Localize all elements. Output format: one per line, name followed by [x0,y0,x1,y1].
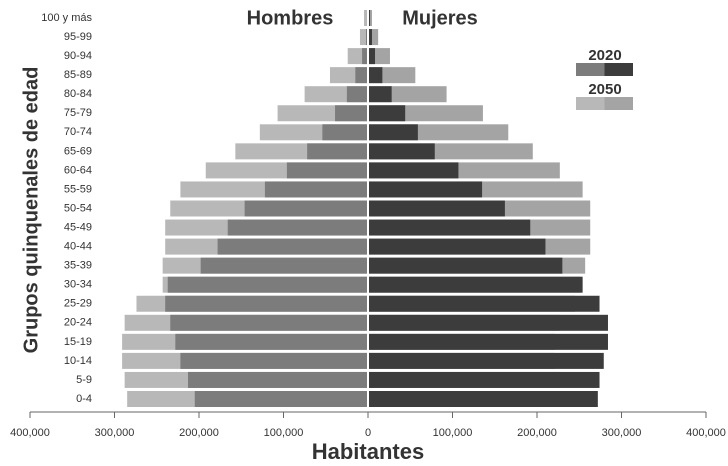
x-tick-label: 100,000 [264,427,304,439]
x-tick-label: 400,000 [10,427,50,439]
legend-swatch [576,97,605,110]
chart: Hombres Mujeres Grupos quinquenales de e… [0,0,728,466]
y-tick-label: 90-94 [64,50,92,62]
y-tick-label: 25-29 [64,298,92,310]
x-axis-label: Habitantes [312,439,424,464]
bar [368,181,482,197]
bar [170,315,368,331]
bar [335,105,368,121]
y-tick-label: 95-99 [64,31,92,43]
bar [218,239,368,255]
y-tick-label: 5-9 [76,374,92,386]
y-tick-label: 15-19 [64,336,92,348]
men-title: Hombres [247,7,334,29]
bar [168,277,368,293]
bar [368,201,505,217]
y-tick-label: 50-54 [64,202,92,214]
y-tick-label: 70-74 [64,126,92,138]
bar [175,334,368,350]
bar [355,67,368,83]
bar [322,124,368,140]
women-title: Mujeres [402,7,478,29]
bar [368,67,382,83]
bar [195,391,368,407]
x-tick-label: 200,000 [179,427,219,439]
y-tick-label: 80-84 [64,88,92,100]
bar [165,296,368,312]
bar [347,86,368,102]
y-tick-label: 30-34 [64,279,92,291]
y-axis-label: Grupos quinquenales de edad [20,67,42,354]
bar [368,162,458,178]
legend-swatch [576,63,605,76]
y-tick-label: 45-49 [64,221,92,233]
y-tick-label: 60-64 [64,164,92,176]
bar [265,181,368,197]
legend-label: 2020 [588,47,621,64]
bar [188,372,368,388]
y-tick-label: 100 y más [41,12,92,24]
bar [368,391,598,407]
legend-label: 2050 [588,81,621,98]
y-tick-label: 20-24 [64,317,92,329]
bar [368,48,375,64]
bar [245,201,368,217]
bar [368,143,435,159]
y-tick-label: 85-89 [64,69,92,81]
x-tick-label: 0 [365,427,371,439]
bar [368,239,545,255]
y-tick-label: 75-79 [64,107,92,119]
bar [368,277,583,293]
x-tick-label: 200,000 [517,427,557,439]
bar [368,105,405,121]
x-tick-label: 100,000 [433,427,473,439]
bar [368,124,418,140]
bar [201,258,368,274]
legend-swatch [605,97,634,110]
y-tick-label: 35-39 [64,260,92,272]
bar [368,353,604,369]
bar [368,315,608,331]
x-tick-label: 400,000 [686,427,726,439]
x-tick-label: 300,000 [602,427,642,439]
legend-swatch [605,63,634,76]
bar [287,162,368,178]
y-tick-label: 65-69 [64,145,92,157]
x-tick-label: 300,000 [95,427,135,439]
bar [180,353,368,369]
bar [368,296,600,312]
bar [228,220,368,236]
y-tick-label: 40-44 [64,241,92,253]
y-tick-label: 0-4 [76,393,92,405]
y-tick-label: 55-59 [64,183,92,195]
y-tick-label: 10-14 [64,355,92,367]
bar [368,86,392,102]
bar [368,334,608,350]
bar [368,220,530,236]
bar [307,143,368,159]
bar [368,258,562,274]
bar [368,372,600,388]
